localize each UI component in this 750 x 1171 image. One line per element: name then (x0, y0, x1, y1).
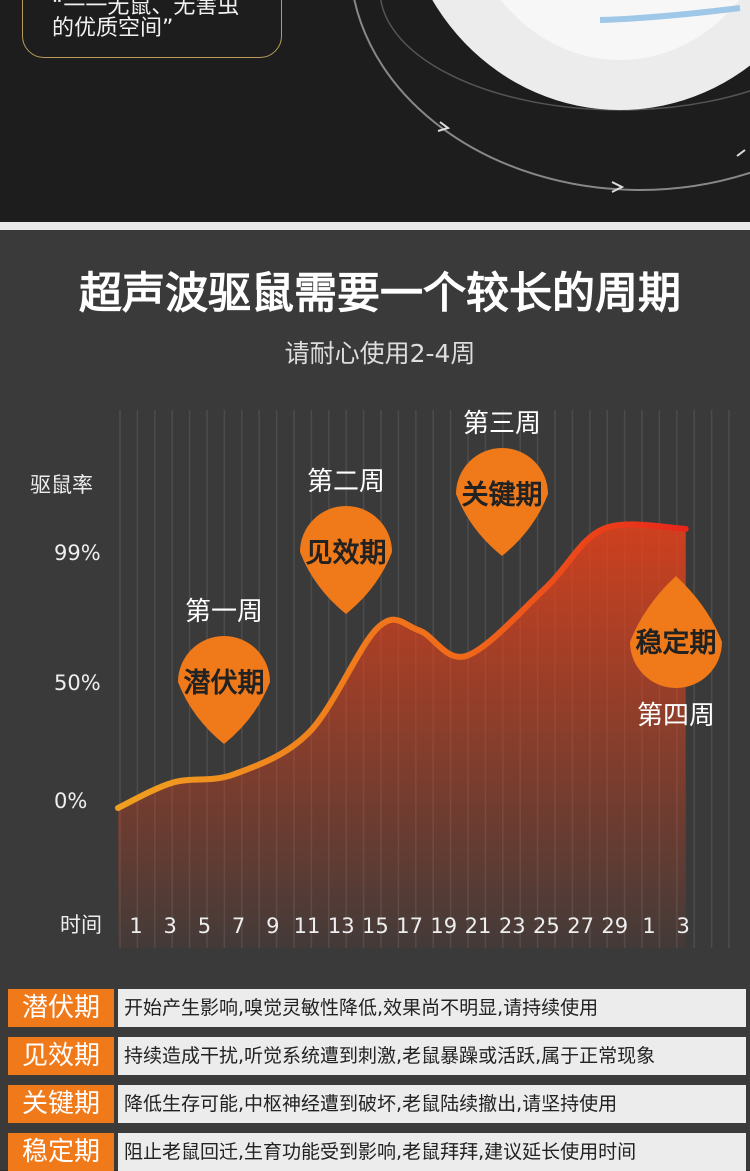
x-tick-label: 27 (567, 914, 594, 938)
legend-row: 关键期 降低生存可能,中枢神经遭到破坏,老鼠陆续撤出,请坚持使用 (8, 1085, 746, 1123)
x-tick-label: 5 (198, 914, 211, 938)
chart-title: 超声波驱鼠需要一个较长的周期 (79, 269, 681, 319)
legend-row: 潜伏期 开始产生影响,嗅觉灵敏性降低,效果尚不明显,请持续使用 (8, 989, 746, 1027)
drop-marker (630, 576, 722, 688)
x-tick-label: 9 (266, 914, 279, 938)
x-tick-label: 25 (533, 914, 560, 938)
week-label: 第一周 (185, 597, 263, 627)
week-label: 第四周 (637, 701, 715, 731)
x-tick-label: 23 (499, 914, 526, 938)
x-tick-label: 21 (465, 914, 492, 938)
x-tick-label: 19 (430, 914, 457, 938)
x-tick-label: 11 (294, 914, 321, 938)
x-tick-label: 15 (362, 914, 389, 938)
top-banner: “一一无鼠、无害虫 的优质空间” (0, 0, 750, 222)
area-fill (118, 524, 686, 948)
repel-rate-chart: 超声波驱鼠需要一个较长的周期 请耐心使用2-4周 驱鼠率 99% 50% 0% 时间… (30, 269, 730, 948)
quote-line-2: 的优质空间” (52, 16, 174, 41)
cycle-section: 超声波驱鼠需要一个较长的周期 请耐心使用2-4周 驱鼠率 99% 50% 0% 时间… (0, 230, 750, 1171)
x-tick-label: 29 (601, 914, 628, 938)
legend-description: 开始产生影响,嗅觉灵敏性降低,效果尚不明显,请持续使用 (118, 989, 746, 1027)
week-label: 第三周 (463, 409, 541, 439)
legend-row: 见效期 持续造成干扰,听觉系统遭到刺激,老鼠暴躁或活跃,属于正常现象 (8, 1037, 746, 1075)
drop-marker (178, 636, 270, 744)
x-tick-label: 3 (677, 914, 690, 938)
quote-line-1: “一一无鼠、无害虫 (52, 0, 240, 19)
drop-marker (300, 505, 393, 614)
legend-phase: 潜伏期 (8, 989, 114, 1027)
y-tick-label: 99% (54, 541, 101, 565)
x-tick-label: 7 (232, 914, 245, 938)
legend-phase: 关键期 (8, 1085, 114, 1123)
legend-description: 降低生存可能,中枢神经遭到破坏,老鼠陆续撤出,请坚持使用 (118, 1085, 746, 1123)
phase-label: 稳定期 (636, 627, 717, 659)
y-axis-label: 驱鼠率 (30, 473, 93, 497)
x-axis-label: 时间 (60, 913, 102, 937)
y-tick-label: 50% (54, 671, 101, 695)
x-tick-label: 1 (642, 914, 655, 938)
legend-row: 稳定期 阻止老鼠回迁,生育功能受到影响,老鼠拜拜,建议延长使用时间 (8, 1133, 746, 1171)
y-tick-label: 0% (54, 789, 87, 813)
phase-label: 见效期 (306, 538, 387, 569)
phase-label: 潜伏期 (184, 668, 265, 699)
chart-subtitle: 请耐心使用2-4周 (285, 339, 476, 368)
legend-phase: 稳定期 (8, 1133, 114, 1171)
quote-frame (22, 0, 282, 58)
x-tick-label: 13 (328, 914, 355, 938)
series-line (115, 521, 689, 811)
x-tick-label: 17 (396, 914, 423, 938)
orbit-decoration (353, 0, 750, 193)
drop-marker (456, 448, 548, 556)
x-tick-label: 3 (164, 914, 177, 938)
section-divider (0, 222, 750, 230)
legend-description: 阻止老鼠回迁,生育功能受到影响,老鼠拜拜,建议延长使用时间 (118, 1133, 746, 1171)
x-tick-label: 1 (129, 914, 142, 938)
legend-phase: 见效期 (8, 1037, 114, 1075)
phase-label: 关键期 (462, 479, 543, 511)
week-label: 第二周 (307, 467, 385, 497)
legend-description: 持续造成干扰,听觉系统遭到刺激,老鼠暴躁或活跃,属于正常现象 (118, 1037, 746, 1075)
